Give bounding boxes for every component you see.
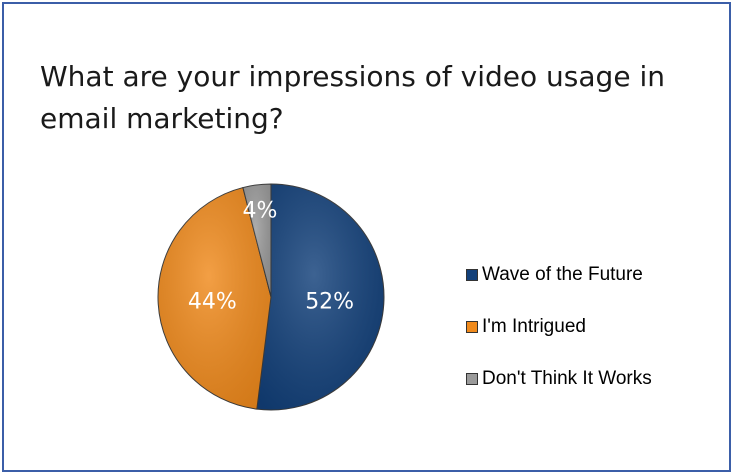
chart-legend: Wave of the Future I'm Intrigued Don't T… bbox=[466, 262, 652, 418]
slice-label-don-t-think-it-works: 4% bbox=[243, 199, 278, 224]
chart-title: What are your impressions of video usage… bbox=[40, 60, 665, 135]
legend-label-im-intrigued: I'm Intrigued bbox=[482, 316, 586, 337]
legend-swatch-wave-of-the-future bbox=[466, 269, 478, 281]
legend-item-wave-of-the-future: Wave of the Future bbox=[466, 262, 652, 288]
legend-item-im-intrigued: I'm Intrigued bbox=[466, 314, 652, 340]
legend-label-wave-of-the-future: Wave of the Future bbox=[482, 264, 643, 285]
legend-swatch-im-intrigued bbox=[466, 321, 478, 333]
pie-slice-shading-don-t-think-it-works bbox=[242, 184, 271, 297]
legend-item-dont-think-it-works: Don't Think It Works bbox=[466, 366, 652, 392]
legend-swatch-dont-think-it-works bbox=[466, 373, 478, 385]
pie-slice-shading-i-m-intrigued bbox=[158, 187, 271, 410]
slice-label-wave-of-the-future: 52% bbox=[305, 290, 354, 315]
slice-label-i-m-intrigued: 44% bbox=[188, 290, 237, 315]
legend-label-dont-think-it-works: Don't Think It Works bbox=[482, 368, 652, 389]
pie-slice-shading-wave-of-the-future bbox=[256, 184, 385, 410]
